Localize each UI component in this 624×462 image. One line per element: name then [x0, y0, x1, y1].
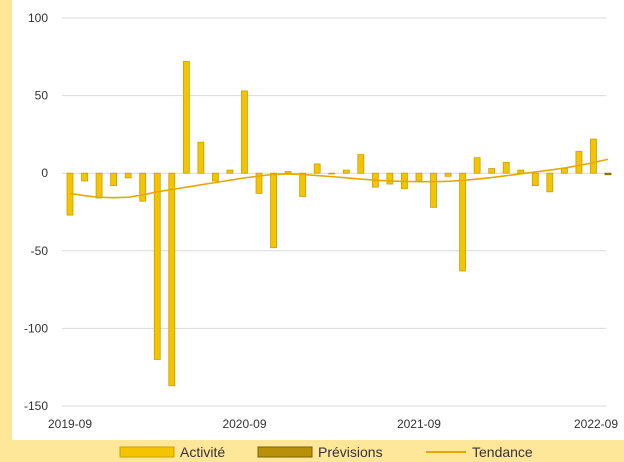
bar — [241, 90, 248, 174]
bar — [444, 172, 452, 177]
bar — [517, 169, 525, 174]
x-tick-label: 2020-09 — [222, 417, 266, 431]
x-tick-label: 2022-09 — [574, 417, 618, 431]
y-tick-label: 50 — [35, 89, 49, 103]
legend-label: Tendance — [472, 444, 533, 460]
bar — [313, 163, 321, 174]
bar — [560, 168, 568, 174]
bar — [139, 172, 147, 202]
bar — [182, 61, 190, 174]
bar — [212, 172, 219, 182]
gridlines — [62, 17, 606, 407]
y-tick-label: -150 — [24, 399, 48, 413]
bar — [110, 172, 118, 187]
legend-label: Prévisions — [318, 444, 383, 460]
bar — [270, 172, 277, 249]
bar — [299, 172, 307, 197]
bar — [531, 172, 539, 187]
trend-series — [69, 158, 609, 199]
y-tick-label: 100 — [28, 11, 48, 25]
bar — [342, 169, 350, 174]
x-axis: 2019-09 2020-09 2021-09 2022-09 — [48, 417, 618, 431]
bar — [502, 161, 510, 174]
bar — [168, 172, 176, 387]
bar — [473, 157, 481, 174]
bar — [357, 154, 365, 174]
bar — [328, 172, 336, 175]
bar — [575, 151, 583, 174]
bar — [430, 172, 437, 208]
x-tick-label: 2021-09 — [397, 417, 441, 431]
bar — [81, 172, 88, 182]
bar — [488, 168, 496, 174]
x-tick-label: 2019-09 — [48, 417, 92, 431]
y-tick-label: -100 — [24, 321, 48, 335]
bar — [226, 169, 234, 174]
legend-swatch — [119, 446, 175, 458]
y-tick-label: -50 — [31, 244, 49, 258]
bar — [546, 172, 554, 193]
bar-series — [66, 61, 597, 387]
bar — [95, 172, 103, 199]
bar — [124, 172, 132, 179]
bar — [415, 172, 423, 182]
bar — [386, 172, 394, 185]
trend-line — [69, 158, 609, 199]
y-tick-label: 0 — [41, 166, 48, 180]
bar — [459, 172, 466, 272]
bar — [153, 172, 161, 360]
bar — [284, 171, 292, 174]
bar — [197, 141, 205, 174]
y-axis: 100 50 0 -50 -100 -150 — [24, 11, 48, 413]
bar — [255, 172, 263, 194]
forecast-series — [604, 172, 612, 176]
legend-label: Activité — [180, 444, 225, 460]
bar — [604, 172, 612, 176]
plot-area — [12, 0, 624, 440]
legend-swatch — [257, 446, 313, 458]
legend: Activité Prévisions Tendance — [119, 444, 533, 460]
bar — [590, 138, 597, 174]
